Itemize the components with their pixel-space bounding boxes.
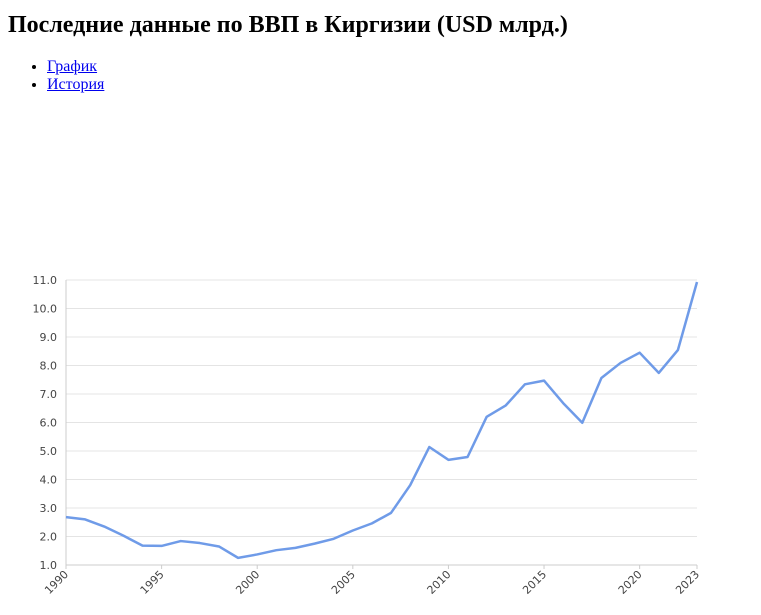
link[interactable]: История (47, 76, 105, 93)
y-tick-label: 8.0 (40, 360, 58, 373)
link[interactable]: График (47, 58, 98, 75)
x-tick-label: 2010 (425, 568, 454, 597)
x-tick-label: 2023 (673, 568, 702, 597)
data-line (65, 281, 699, 560)
y-tick-label: 11.0 (33, 274, 58, 287)
list-item: График (47, 58, 104, 76)
list-item: История (47, 76, 104, 94)
y-tick-label: 2.0 (40, 531, 58, 544)
y-tick-label: 5.0 (40, 445, 58, 458)
x-tick-label: 2015 (520, 568, 549, 597)
x-tick-label: 2005 (329, 568, 358, 597)
y-tick-label: 10.0 (33, 303, 58, 316)
page-title: Последние данные по ВВП в Киргизии (USD … (8, 12, 568, 38)
y-tick-label: 7.0 (40, 388, 58, 401)
x-tick-label: 2000 (233, 568, 262, 597)
link-list: График История (8, 58, 104, 94)
x-tick-label: 1990 (42, 568, 71, 597)
x-tick-label: 1995 (138, 568, 167, 597)
x-tick-label: 2020 (616, 568, 645, 597)
y-tick-label: 6.0 (40, 417, 58, 430)
y-tick-label: 1.0 (40, 559, 58, 572)
y-tick-label: 9.0 (40, 331, 58, 344)
y-tick-label: 4.0 (40, 474, 58, 487)
y-tick-label: 3.0 (40, 502, 58, 515)
